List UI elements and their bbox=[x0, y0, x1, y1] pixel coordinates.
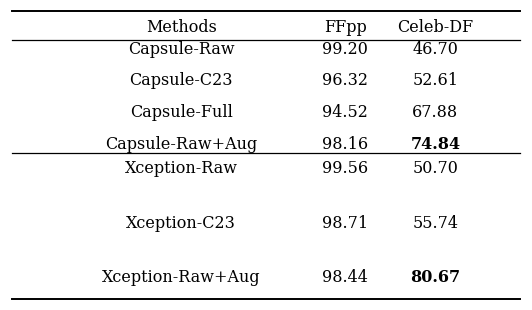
Text: 98.44: 98.44 bbox=[322, 269, 368, 286]
Text: Celeb-DF: Celeb-DF bbox=[397, 19, 473, 36]
Text: 99.56: 99.56 bbox=[322, 160, 369, 177]
Text: FFpp: FFpp bbox=[324, 19, 367, 36]
Text: 46.70: 46.70 bbox=[412, 41, 458, 58]
Text: 94.52: 94.52 bbox=[322, 104, 368, 121]
Text: 74.84: 74.84 bbox=[410, 136, 460, 153]
Text: 80.67: 80.67 bbox=[410, 269, 460, 286]
Text: Xception-C23: Xception-C23 bbox=[127, 215, 236, 232]
Text: 98.71: 98.71 bbox=[322, 215, 369, 232]
Text: 96.32: 96.32 bbox=[322, 72, 368, 89]
Text: 50.70: 50.70 bbox=[412, 160, 458, 177]
Text: 98.16: 98.16 bbox=[322, 136, 369, 153]
Text: Capsule-Raw: Capsule-Raw bbox=[128, 41, 235, 58]
Text: 99.20: 99.20 bbox=[322, 41, 368, 58]
Text: 55.74: 55.74 bbox=[412, 215, 459, 232]
Text: Capsule-Full: Capsule-Full bbox=[130, 104, 233, 121]
Text: Xception-Raw: Xception-Raw bbox=[125, 160, 238, 177]
Text: Methods: Methods bbox=[146, 19, 217, 36]
Text: Capsule-Raw+Aug: Capsule-Raw+Aug bbox=[105, 136, 257, 153]
Text: Capsule-C23: Capsule-C23 bbox=[130, 72, 233, 89]
Text: 67.88: 67.88 bbox=[412, 104, 459, 121]
Text: 52.61: 52.61 bbox=[412, 72, 459, 89]
Text: Xception-Raw+Aug: Xception-Raw+Aug bbox=[102, 269, 261, 286]
